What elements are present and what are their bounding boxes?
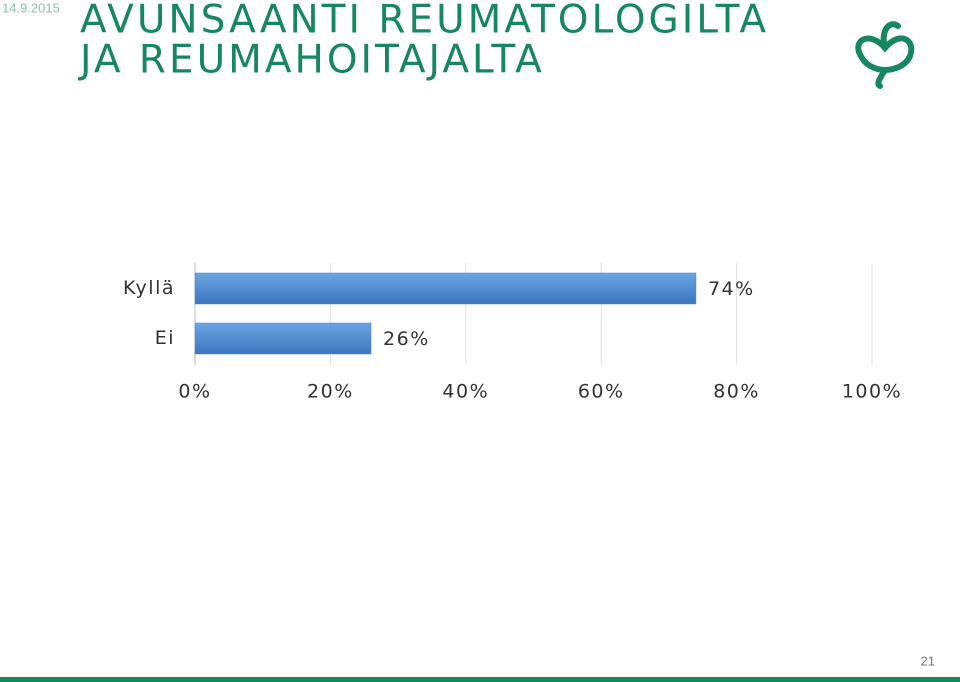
x-tick-label: 100% <box>842 381 902 403</box>
x-tick-label: 40% <box>442 381 489 403</box>
x-tick-label: 20% <box>307 381 354 403</box>
chart-title: JA REUMAHOITAJALTA <box>77 38 545 83</box>
value-label: 26% <box>383 328 430 350</box>
slide-date: 14.9.2015 <box>2 0 60 15</box>
category-label: Ei <box>155 327 175 349</box>
logo <box>855 21 915 89</box>
x-tick-label: 60% <box>578 381 625 403</box>
x-tick-label: 80% <box>713 381 760 403</box>
value-label: 74% <box>708 278 755 300</box>
bar <box>194 272 697 305</box>
category-label: Kyllä <box>123 277 175 299</box>
page-number: 21 <box>921 653 935 668</box>
chart-title: AVUNSAANTI REUMATOLOGILTA <box>80 0 769 43</box>
bar <box>194 322 372 355</box>
footer-bar <box>0 677 960 682</box>
x-tick-label: 0% <box>178 381 211 403</box>
